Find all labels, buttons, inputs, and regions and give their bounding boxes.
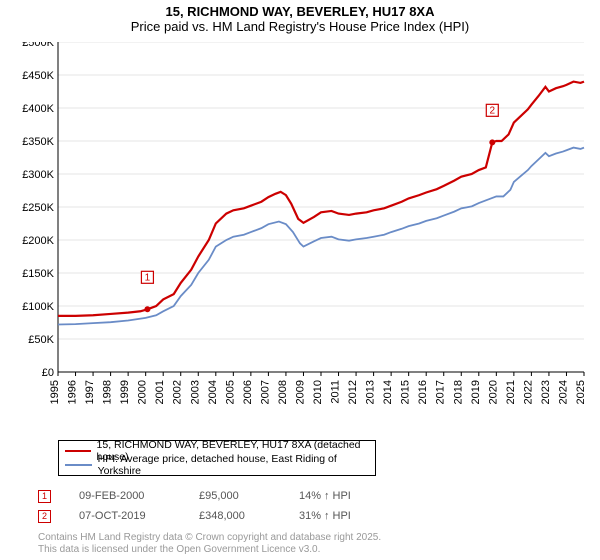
svg-text:2017: 2017 xyxy=(435,380,447,404)
svg-text:1998: 1998 xyxy=(102,380,114,404)
svg-text:2004: 2004 xyxy=(207,380,219,404)
svg-text:£150K: £150K xyxy=(22,268,54,280)
event-price-1: £95,000 xyxy=(199,490,299,502)
svg-text:2019: 2019 xyxy=(470,380,482,404)
svg-text:2013: 2013 xyxy=(365,380,377,404)
svg-text:£400K: £400K xyxy=(22,103,54,115)
event-delta-1: 14% ↑ HPI xyxy=(299,490,351,502)
svg-text:2012: 2012 xyxy=(347,380,359,404)
svg-text:2014: 2014 xyxy=(382,380,394,404)
svg-text:2010: 2010 xyxy=(312,380,324,404)
chart-title: 15, RICHMOND WAY, BEVERLEY, HU17 8XA Pri… xyxy=(0,0,600,34)
svg-text:£250K: £250K xyxy=(22,202,54,214)
svg-text:2007: 2007 xyxy=(259,380,271,404)
legend-label-2: HPI: Average price, detached house, East… xyxy=(98,453,369,477)
chart-plot-area: 1 2 £0 £50K £100K £150K £200K £250K £300K £350K £… xyxy=(12,42,588,422)
arrow-up-icon: ↑ xyxy=(324,490,330,502)
svg-text:2000: 2000 xyxy=(137,380,149,404)
svg-text:£0: £0 xyxy=(42,367,54,379)
svg-text:2005: 2005 xyxy=(224,380,236,404)
event-row-1: 1 09-FEB-2000 £95,000 14% ↑ HPI xyxy=(38,486,578,506)
svg-text:2015: 2015 xyxy=(400,380,412,404)
svg-text:1997: 1997 xyxy=(84,380,96,404)
svg-text:2018: 2018 xyxy=(452,380,464,404)
legend: 15, RICHMOND WAY, BEVERLEY, HU17 8XA (de… xyxy=(58,440,376,476)
event-price-2: £348,000 xyxy=(199,510,299,522)
svg-text:2003: 2003 xyxy=(189,380,201,404)
arrow-up-icon: ↑ xyxy=(324,510,330,522)
svg-text:2008: 2008 xyxy=(277,380,289,404)
svg-text:2022: 2022 xyxy=(522,380,534,404)
svg-text:£350K: £350K xyxy=(22,136,54,148)
event-marker-2: 2 xyxy=(38,510,51,523)
svg-text:£500K: £500K xyxy=(22,42,54,49)
svg-text:2020: 2020 xyxy=(487,380,499,404)
attribution-line-2: This data is licensed under the Open Gov… xyxy=(38,544,598,556)
legend-swatch-1 xyxy=(65,450,91,453)
title-line-1: 15, RICHMOND WAY, BEVERLEY, HU17 8XA xyxy=(0,4,600,19)
svg-text:£100K: £100K xyxy=(22,301,54,313)
svg-text:2021: 2021 xyxy=(505,380,517,404)
svg-text:£450K: £450K xyxy=(22,70,54,82)
event-marker-1: 1 xyxy=(38,490,51,503)
svg-text:2001: 2001 xyxy=(154,380,166,404)
legend-swatch-2 xyxy=(65,464,92,467)
svg-text:1999: 1999 xyxy=(119,380,131,404)
svg-text:2009: 2009 xyxy=(294,380,306,404)
svg-text:2: 2 xyxy=(490,105,496,116)
legend-item-2: HPI: Average price, detached house, East… xyxy=(65,458,369,472)
chart-svg: 1 2 £0 £50K £100K £150K £200K £250K £300K £350K £… xyxy=(12,42,588,422)
svg-text:£300K: £300K xyxy=(22,169,54,181)
svg-text:£200K: £200K xyxy=(22,235,54,247)
svg-text:2025: 2025 xyxy=(575,380,587,404)
event-list: 1 09-FEB-2000 £95,000 14% ↑ HPI 2 07-OCT… xyxy=(38,486,578,526)
title-line-2: Price paid vs. HM Land Registry's House … xyxy=(0,19,600,34)
event-delta-2: 31% ↑ HPI xyxy=(299,510,351,522)
svg-text:2006: 2006 xyxy=(242,380,254,404)
event-date-1: 09-FEB-2000 xyxy=(79,490,199,502)
svg-text:£50K: £50K xyxy=(28,334,54,346)
svg-text:1996: 1996 xyxy=(67,380,79,404)
attribution-text: Contains HM Land Registry data © Crown c… xyxy=(38,532,598,555)
event-date-2: 07-OCT-2019 xyxy=(79,510,199,522)
attribution-line-1: Contains HM Land Registry data © Crown c… xyxy=(38,532,598,544)
svg-text:2011: 2011 xyxy=(330,380,342,404)
svg-text:2016: 2016 xyxy=(417,380,429,404)
svg-text:2023: 2023 xyxy=(540,380,552,404)
svg-text:2002: 2002 xyxy=(172,380,184,404)
svg-text:2024: 2024 xyxy=(557,380,569,404)
svg-text:1995: 1995 xyxy=(49,380,61,404)
svg-text:1: 1 xyxy=(145,272,151,283)
event-row-2: 2 07-OCT-2019 £348,000 31% ↑ HPI xyxy=(38,506,578,526)
